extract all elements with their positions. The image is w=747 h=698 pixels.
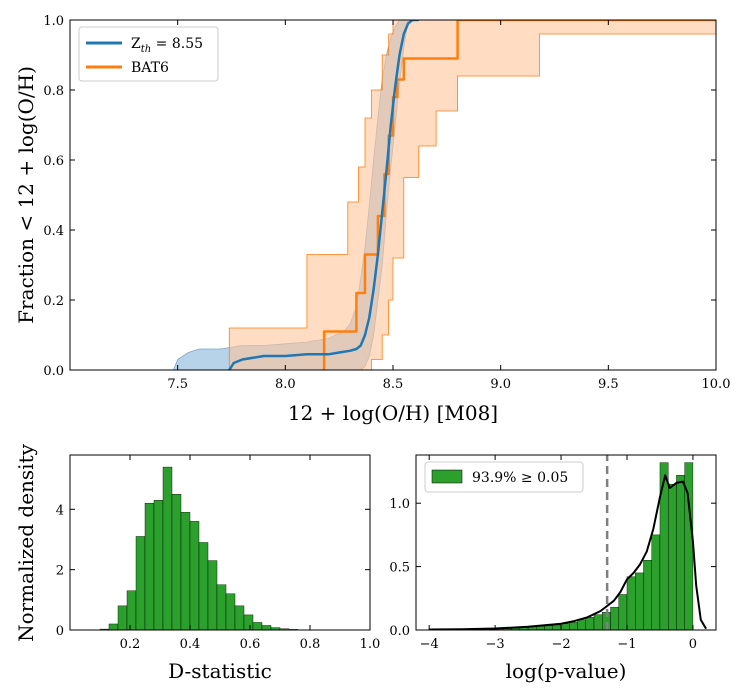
bottom-right-legend-box xyxy=(424,461,584,493)
bottom-right-hist-bar xyxy=(643,560,652,631)
bottom-left-ytick-label: 0 xyxy=(56,624,64,639)
bottom-right-hist-bar xyxy=(544,625,554,631)
bottom-right-hist-bar xyxy=(577,619,586,631)
bottom-right-hist-bar xyxy=(569,622,578,631)
bottom-left-hist-bar xyxy=(243,614,254,631)
top-xlabel: 12 + log(O/H) [M08] xyxy=(288,401,498,425)
zth-cdf-line xyxy=(228,20,419,370)
bottom-left-hist-bar xyxy=(234,605,245,631)
top-xtick-label: 8.0 xyxy=(275,377,296,392)
bat6-confidence-band xyxy=(228,20,716,370)
top-plot-area xyxy=(172,20,716,370)
bottom-left-axes-frame xyxy=(69,454,371,631)
bottom-right-hist-bar xyxy=(651,534,661,631)
legend-swatch-pvalue xyxy=(431,469,463,484)
bottom-left-xtick-label: 0.8 xyxy=(300,637,321,652)
bottom-left-hist-bar xyxy=(162,466,173,631)
top-xtick-label: 10.0 xyxy=(702,377,731,392)
bottom-left-hist-bar xyxy=(126,590,137,631)
bottom-right-hist-bar xyxy=(610,606,619,631)
bottom-left-hist-bar xyxy=(189,521,200,631)
bottom-right-axes-frame xyxy=(415,454,717,631)
top-ytick-label: 0.8 xyxy=(43,84,64,99)
bottom-right-ytick-label: 1.0 xyxy=(389,497,410,512)
bottom-left-plot-area xyxy=(99,466,299,631)
top-ylabel: Fraction < 12 + log(O/H) xyxy=(14,66,38,324)
bottom-left-hist-bar xyxy=(144,503,155,631)
bottom-left-hist-bar xyxy=(108,623,119,631)
top-panel: 7.5 8.0 8.5 9.0 9.5 10.0 0.0 0.2 0.4 0.6 0.8 1.0 12… xyxy=(14,14,730,425)
legend-label-zth: Zth = 8.55 xyxy=(131,36,203,55)
bottom-left-xtick-label: 1.0 xyxy=(360,637,381,652)
bottom-left-xtick-label: 0.6 xyxy=(240,637,261,652)
bottom-left-xtick-label: 0.4 xyxy=(180,637,201,652)
bottom-left-hist-bar xyxy=(207,560,218,631)
bottom-right-panel: −4 −3 −2 −1 0 0.0 0.5 1.0 log(p-value) 93.9% ≥ … xyxy=(389,454,717,683)
bottom-right-hist-bar xyxy=(560,623,570,631)
bottom-left-ytick-label: 4 xyxy=(56,503,64,518)
bottom-left-xtick-label: 0.2 xyxy=(120,637,141,652)
bottom-right-hist-bar xyxy=(635,572,644,631)
legend-label-bat6: BAT6 xyxy=(131,60,169,76)
bottom-right-hist-bar xyxy=(668,483,677,631)
bottom-right-hist-bar xyxy=(585,617,595,631)
bottom-left-ylabel: Normalized density xyxy=(14,443,38,642)
bottom-left-panel: 0.2 0.4 0.6 0.8 1.0 0 2 4 D-statistic Normalize… xyxy=(14,443,380,683)
top-legend: Zth = 8.55 BAT6 xyxy=(78,26,219,82)
bottom-left-hist-bar xyxy=(117,605,128,631)
top-xtick-label: 9.5 xyxy=(598,377,619,392)
bottom-left-ytick-label: 2 xyxy=(56,564,64,579)
bottom-right-xtick-label: −4 xyxy=(420,637,439,652)
bottom-right-ytick-label: 0.5 xyxy=(389,561,410,576)
bottom-right-ytick-label: 0.0 xyxy=(389,624,410,639)
bottom-right-hist-bar xyxy=(618,594,628,631)
bottom-right-xlabel: log(p-value) xyxy=(506,659,627,683)
bottom-left-hist-bar xyxy=(216,584,227,631)
bottom-right-hist-bar xyxy=(593,614,603,631)
top-ytick-label: 0.2 xyxy=(43,294,64,309)
bottom-right-plot-area xyxy=(428,455,707,631)
bottom-left-hist-bar xyxy=(225,593,236,631)
top-ytick-label: 0.4 xyxy=(43,224,64,239)
bottom-right-hist-bar xyxy=(552,624,562,631)
bottom-left-hist-bar xyxy=(135,536,146,631)
bottom-left-xlabel: D-statistic xyxy=(168,659,272,683)
bottom-right-xtick-label: −2 xyxy=(551,637,570,652)
top-ytick-label: 1.0 xyxy=(43,14,64,29)
bottom-right-hist-bar xyxy=(626,576,636,631)
bottom-right-kde-line xyxy=(429,474,707,631)
top-ytick-label: 0.0 xyxy=(43,364,64,379)
bottom-left-hist-bar xyxy=(252,622,263,631)
bottom-right-ticks: −4 −3 −2 −1 0 0.0 0.5 1.0 xyxy=(389,455,716,652)
bottom-right-hist-bar xyxy=(676,475,685,631)
bottom-left-hist-bar xyxy=(180,512,191,631)
bottom-left-hist-bar xyxy=(261,625,272,631)
top-xtick-label: 9.0 xyxy=(490,377,511,392)
top-ytick-label: 0.6 xyxy=(43,154,64,169)
bottom-left-hist-bar xyxy=(171,494,182,631)
legend-label-pvalue: 93.9% ≥ 0.05 xyxy=(472,470,568,486)
bottom-left-hist-bar xyxy=(153,500,164,631)
bottom-right-xtick-label: 0 xyxy=(689,637,697,652)
bottom-left-hist-bar xyxy=(198,542,209,631)
bottom-right-xtick-label: −1 xyxy=(617,637,636,652)
top-xtick-label: 8.5 xyxy=(383,377,404,392)
top-series-group xyxy=(172,20,716,370)
top-ticks: 7.5 8.0 8.5 9.0 9.5 10.0 0.0 0.2 0.4 0.6 0.8 1.0 xyxy=(43,14,730,392)
bottom-right-legend: 93.9% ≥ 0.05 xyxy=(424,461,584,493)
bottom-right-xtick-label: −3 xyxy=(486,637,505,652)
bottom-left-ticks: 0.2 0.4 0.6 0.8 1.0 0 2 4 xyxy=(56,455,381,652)
top-xtick-label: 7.5 xyxy=(167,377,188,392)
